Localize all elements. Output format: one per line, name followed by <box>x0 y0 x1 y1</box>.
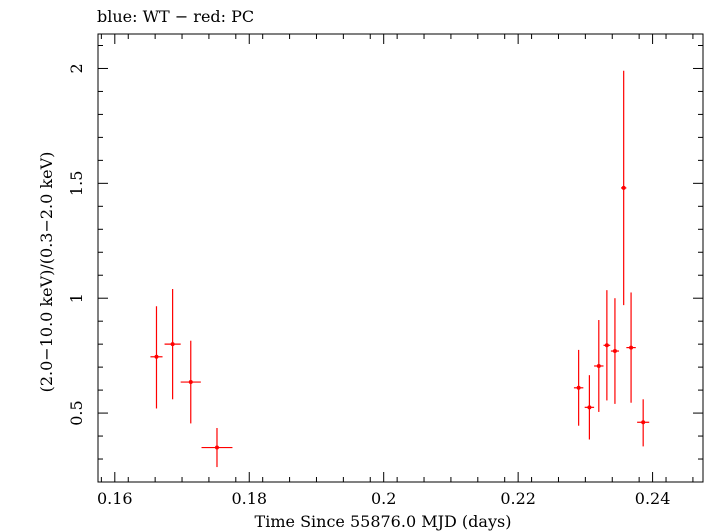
point-marker <box>188 380 193 385</box>
y-tick-label: 1 <box>67 293 86 303</box>
data-point <box>573 349 584 426</box>
point-marker <box>154 354 159 359</box>
x-tick-label: 0.24 <box>635 489 671 508</box>
y-tick-label: 0.5 <box>67 400 86 425</box>
data-point <box>620 70 627 306</box>
y-axis: 0.5 1 1.5 2 <box>67 44 703 483</box>
data-point <box>180 340 201 424</box>
data-point <box>164 289 181 400</box>
data-point <box>201 428 233 468</box>
chart-title: blue: WT − red: PC <box>97 7 254 26</box>
point-marker <box>576 385 581 390</box>
point-marker <box>604 343 609 348</box>
data-point <box>594 320 604 412</box>
data-point <box>626 292 636 403</box>
y-tick-label: 1.5 <box>67 171 86 196</box>
data-point <box>150 306 163 409</box>
x-axis-label: Time Since 55876.0 MJD (days) <box>255 512 512 531</box>
point-marker <box>612 349 617 354</box>
x-tick-label: 0.16 <box>97 489 133 508</box>
y-axis-label: (2.0−10.0 keV)/(0.3−2.0 keV) <box>37 152 56 393</box>
data-point <box>584 375 595 440</box>
data-point <box>637 399 650 447</box>
point-marker <box>596 363 601 368</box>
data-points <box>150 70 650 468</box>
point-marker <box>641 420 646 425</box>
y-tick-label: 2 <box>67 63 86 73</box>
point-marker <box>170 342 175 347</box>
point-marker <box>629 345 634 350</box>
point-marker <box>214 445 219 450</box>
point-marker <box>621 185 626 190</box>
data-point <box>603 290 611 401</box>
x-tick-label: 0.22 <box>500 489 536 508</box>
plot-frame <box>97 33 704 483</box>
x-tick-label: 0.2 <box>371 489 396 508</box>
data-point <box>610 298 619 404</box>
x-axis: 0.16 0.18 0.2 0.22 0.24 <box>97 34 694 508</box>
x-tick-label: 0.18 <box>231 489 267 508</box>
point-marker <box>587 405 592 410</box>
